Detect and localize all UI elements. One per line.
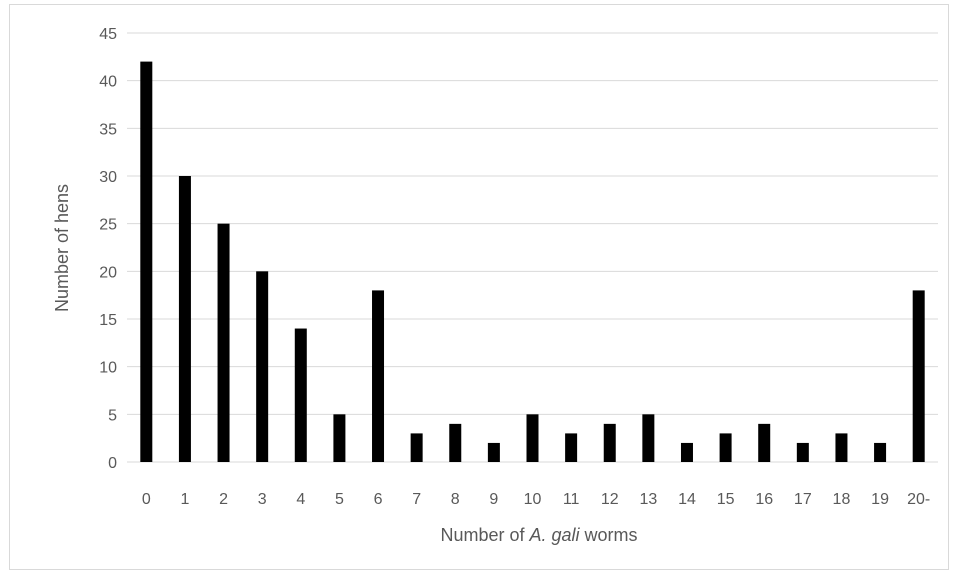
bar-0 [140, 61, 153, 462]
y-tick-label: 5 [108, 407, 117, 424]
bar-20- [912, 290, 925, 462]
x-tick-label: 12 [601, 491, 619, 508]
x-tick-label: 19 [871, 491, 889, 508]
x-tick-labels: 0 1 2 3 4 5 6 7 8 9 10 11 12 13 14 15 16 17 18 19 20- [142, 491, 930, 508]
x-tick-label: 2 [219, 491, 228, 508]
bar-16 [758, 423, 771, 462]
x-tick-label: 9 [489, 491, 498, 508]
bar-15 [719, 433, 732, 462]
x-tick-label: 1 [180, 491, 189, 508]
x-tick-label: 5 [335, 491, 344, 508]
y-tick-label: 35 [99, 121, 117, 138]
x-axis-title-italic: A. gali [529, 525, 581, 545]
x-axis-title: Number of A. gali worms [440, 525, 637, 545]
y-axis-title: Number of hens [52, 184, 72, 312]
y-tick-label: 25 [99, 217, 117, 234]
bar-5 [333, 414, 346, 462]
x-tick-label: 11 [563, 491, 580, 508]
x-tick-label: 8 [451, 491, 460, 508]
bar-4 [294, 328, 307, 462]
x-tick-label: 18 [833, 491, 851, 508]
y-tick-label: 30 [99, 169, 117, 186]
bar-8 [449, 423, 462, 462]
x-tick-label: 17 [794, 491, 812, 508]
gridlines [127, 32, 938, 463]
x-tick-label: 0 [142, 491, 151, 508]
bar-6 [372, 290, 385, 462]
bar-17 [796, 442, 809, 462]
bar-18 [835, 433, 848, 462]
bar-10 [526, 414, 539, 462]
x-axis-title-suffix: worms [580, 525, 638, 545]
bar-14 [680, 442, 693, 462]
x-tick-label: 15 [717, 491, 735, 508]
x-tick-label: 20- [907, 491, 930, 508]
bar-1 [178, 176, 191, 462]
x-tick-label: 14 [678, 491, 696, 508]
bar-2 [217, 223, 230, 462]
x-tick-label: 3 [258, 491, 267, 508]
bar-12 [603, 423, 616, 462]
y-tick-labels: 0 5 10 15 20 25 30 35 40 45 [99, 26, 117, 472]
bar-13 [642, 414, 655, 462]
x-tick-label: 7 [412, 491, 421, 508]
y-tick-label: 0 [108, 455, 117, 472]
y-tick-label: 20 [99, 264, 117, 281]
y-tick-label: 15 [99, 312, 117, 329]
x-tick-label: 6 [374, 491, 383, 508]
y-tick-label: 10 [99, 360, 117, 377]
y-tick-label: 45 [99, 26, 117, 43]
bar-7 [410, 433, 423, 462]
bar-11 [565, 433, 578, 462]
bar-9 [487, 442, 500, 462]
x-tick-label: 13 [639, 491, 657, 508]
bars [140, 61, 925, 462]
x-tick-label: 10 [524, 491, 542, 508]
x-tick-label: 16 [755, 491, 773, 508]
bar-3 [256, 271, 269, 462]
x-tick-label: 4 [296, 491, 305, 508]
bar-19 [874, 442, 887, 462]
y-tick-label: 40 [99, 74, 117, 91]
chart-frame [9, 4, 949, 570]
x-axis-title-prefix: Number of [440, 525, 529, 545]
